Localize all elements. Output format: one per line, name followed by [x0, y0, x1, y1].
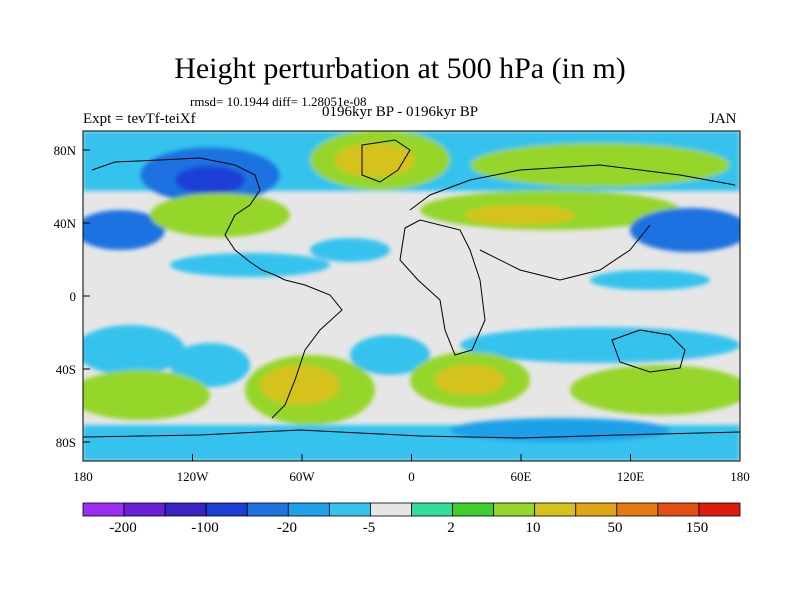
greenland-core	[335, 143, 415, 177]
lat-label-0: 0	[70, 289, 77, 304]
colorbar-cell	[657, 502, 700, 517]
argentina-core	[260, 365, 340, 405]
colorbar	[82, 502, 741, 517]
chile-negative	[170, 343, 250, 387]
colorbar-cell	[411, 502, 453, 517]
australia-coast	[611, 329, 686, 373]
colorbar-label-50: 50	[608, 520, 623, 536]
africa-coast	[399, 219, 486, 356]
lon-label-0: 0	[408, 469, 415, 484]
south-pacific-positive	[83, 370, 210, 420]
lat-label-80s: 80S	[56, 435, 76, 450]
colorbar-label-2: 2	[447, 520, 455, 536]
australia-south-positive	[570, 365, 740, 415]
colorbar-cell	[205, 502, 248, 517]
colorbar-labels: -200 -100 -20 -5 2 10 50 150	[109, 520, 708, 536]
canada-core	[175, 166, 245, 194]
colorbar-label-minus-20: -20	[277, 520, 297, 536]
atlantic-negative	[310, 238, 390, 262]
month-label: JAN	[709, 111, 737, 127]
south-atlantic-negative	[350, 335, 430, 375]
antarctic-negative	[450, 418, 670, 442]
colorbar-cell	[123, 502, 166, 517]
colorbar-cell	[575, 502, 618, 517]
asia-south-coast	[479, 224, 651, 281]
west-pacific-band	[590, 270, 710, 290]
colorbar-cell	[493, 502, 536, 517]
south-indian-band	[460, 327, 740, 363]
colorbar-cell	[370, 502, 412, 517]
lon-label-60w: 60W	[289, 469, 315, 484]
lat-labels: 80N 40N 0 40S 80S	[54, 143, 77, 450]
pacific-east-negative	[630, 208, 740, 252]
colorbar-label-10: 10	[526, 520, 541, 536]
pacific-west-negative	[83, 210, 165, 250]
colorbar-label-minus-100: -100	[191, 520, 219, 536]
lon-label-60e: 60E	[511, 469, 532, 484]
antarctica-coast	[83, 429, 740, 439]
colorbar-label-150: 150	[686, 520, 709, 536]
axis-ticks	[82, 149, 741, 461]
contour-field	[83, 131, 740, 461]
coastlines	[83, 139, 740, 439]
colorbar-label-minus-200: -200	[109, 520, 137, 536]
lon-labels: 180 120W 60W 0 60E 120E 180	[73, 469, 750, 484]
south-pacific-negative	[83, 325, 185, 375]
subtropical-band	[170, 253, 330, 277]
lon-label-120e: 120E	[617, 469, 645, 484]
eurasia-north-coast	[409, 164, 736, 211]
colorbar-label-minus-5: -5	[363, 520, 376, 536]
colorbar-cell	[82, 502, 125, 517]
south-africa-core	[435, 365, 505, 395]
colorbar-cell	[452, 502, 495, 517]
chart-title: Height perturbation at 500 hPa (in m)	[174, 52, 626, 85]
rmsd-diff-stats: rmsd= 10.1944 diff= 1.28051e-08	[190, 94, 367, 109]
north-america-coast	[91, 157, 286, 281]
colorbar-cell	[287, 502, 330, 517]
period-label: 0196kyr BP - 0196kyr BP	[322, 104, 479, 120]
lat-label-80n: 80N	[54, 143, 77, 158]
colorbar-cell	[616, 502, 659, 517]
south-america-coast	[271, 279, 343, 419]
colorbar-cell	[246, 502, 289, 517]
lat-label-40n: 40N	[54, 216, 77, 231]
greenland-coast	[361, 139, 411, 183]
colorbar-cell	[534, 502, 577, 517]
north-america-positive	[150, 193, 290, 237]
colorbar-cell	[328, 502, 371, 517]
lon-label-120w: 120W	[177, 469, 210, 484]
experiment-label: Expt = tevTf-teiXf	[83, 111, 196, 127]
lon-label-180w: 180	[73, 469, 93, 484]
lon-label-180e: 180	[730, 469, 750, 484]
eurasia-core	[465, 205, 575, 225]
lat-label-40s: 40S	[56, 362, 76, 377]
colorbar-cell	[164, 502, 207, 517]
colorbar-cell	[698, 502, 741, 517]
